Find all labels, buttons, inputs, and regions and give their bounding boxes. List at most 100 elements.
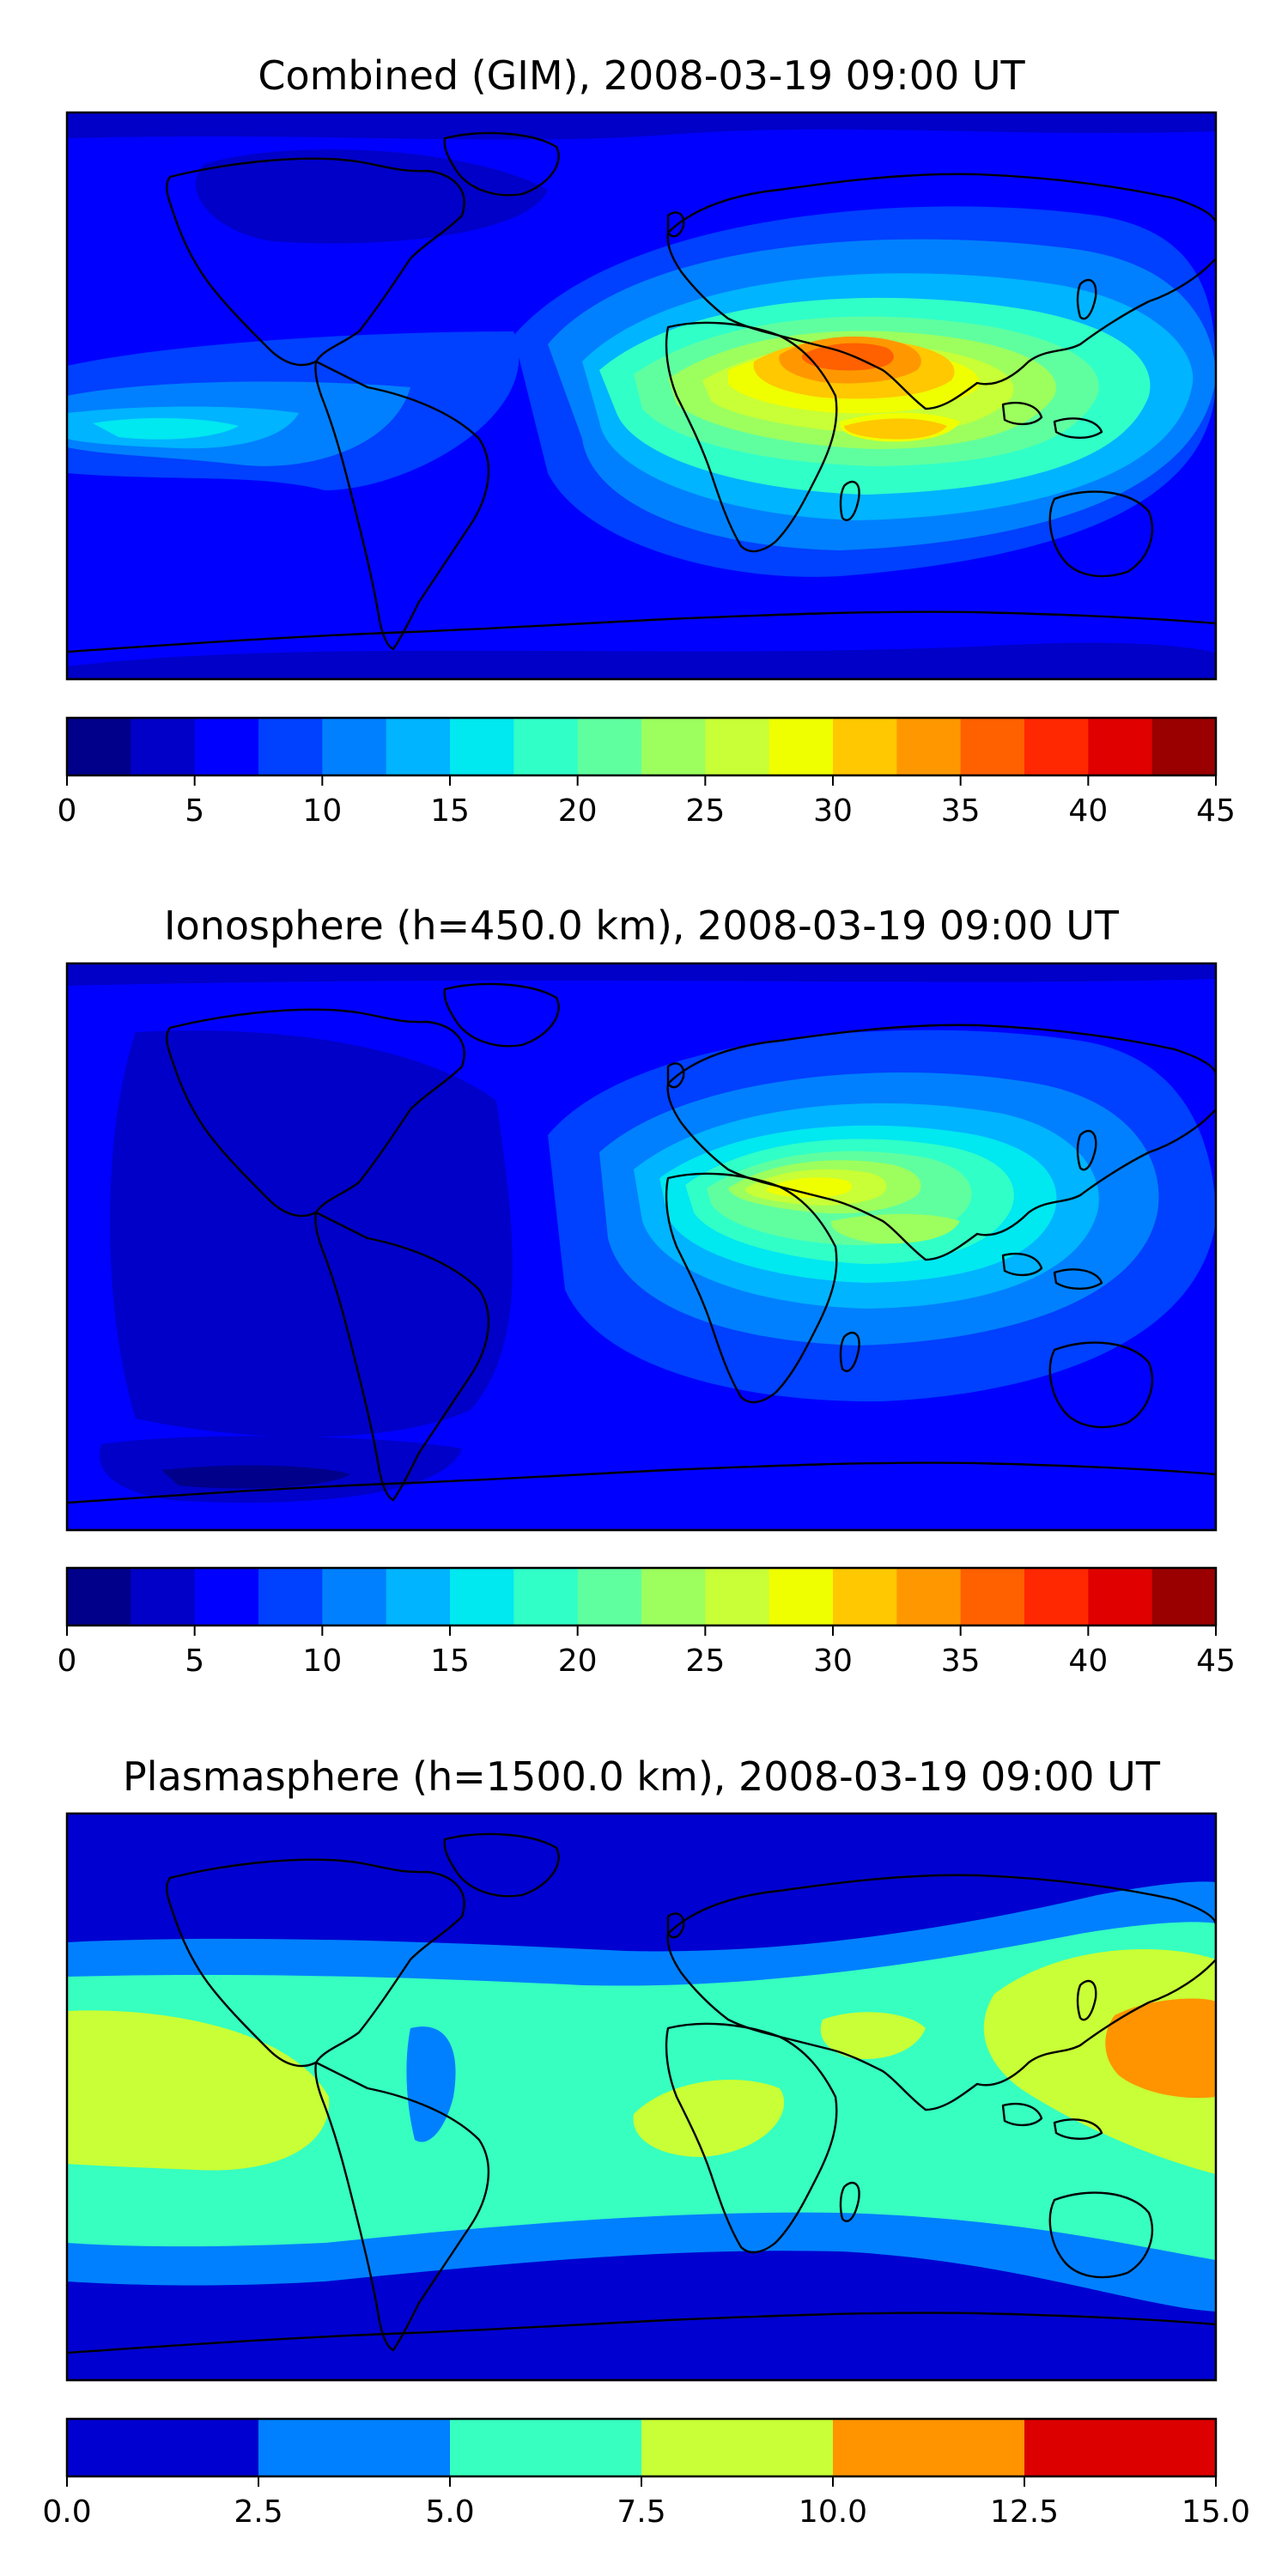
- colorbar-cell: [386, 718, 451, 775]
- colorbar-cell: [386, 1568, 451, 1625]
- coastline: [1076, 1979, 1097, 2021]
- colorbar-cell: [960, 718, 1025, 775]
- coastline: [1076, 278, 1097, 320]
- colorbar-cell: [67, 2419, 259, 2476]
- colorbar-cell: [450, 2419, 642, 2476]
- coastlines: [67, 982, 1216, 1530]
- colorbar-cell: [1151, 1568, 1217, 1625]
- colorbar-tick-label: 0.0: [42, 2494, 91, 2530]
- coastline: [67, 2312, 1216, 2380]
- colorbar-frame: [65, 716, 1218, 777]
- colorbar-tick-label: 30: [813, 793, 853, 829]
- colorbar-cell: [67, 1568, 131, 1625]
- coastline: [1001, 1252, 1043, 1277]
- colorbar-cell: [194, 718, 259, 775]
- coastlines: [67, 131, 1216, 679]
- colorbar-cell: [258, 1568, 323, 1625]
- colorbar-cell: [450, 718, 514, 775]
- coastline: [839, 480, 860, 521]
- colorbar-cell: [577, 718, 642, 775]
- colorbar: 0 5 10 15 20 25 30 35 40 45: [58, 1566, 1236, 1679]
- colorbar-tick-label: 35: [941, 793, 981, 829]
- colorbar-cell: [513, 718, 579, 775]
- coastline: [1001, 2102, 1043, 2127]
- colorbar-cell: [322, 1568, 387, 1625]
- colorbar-tick-label: 15: [430, 793, 470, 829]
- colorbar-tick-label: 5: [185, 793, 204, 829]
- colorbar-cell: [705, 1568, 770, 1625]
- coastline: [1001, 401, 1043, 426]
- colorbar-tick-label: 15: [430, 1643, 470, 1679]
- coastline: [314, 1211, 490, 1502]
- panel-plasmasphere: Plasmasphere (h=1500.0 km), 2008-03-19 0…: [42, 1753, 1250, 2530]
- chart-title: Ionosphere (h=450.0 km), 2008-03-19 09:0…: [164, 902, 1120, 949]
- colorbar-tick-label: 2.5: [234, 2494, 283, 2530]
- colorbar-cell: [960, 1568, 1025, 1625]
- coastline: [665, 1172, 838, 1404]
- colorbar-cell: [833, 718, 897, 775]
- coastline: [314, 2061, 490, 2352]
- colorbar-cell: [705, 718, 770, 775]
- colorbar-tick-label: 12.5: [990, 2494, 1059, 2530]
- coastline: [443, 131, 560, 197]
- coastline: [67, 1461, 1216, 1530]
- coastline: [1048, 2191, 1153, 2279]
- coastline: [839, 2181, 860, 2222]
- colorbar-tick-label: 20: [558, 1643, 598, 1679]
- coastline: [166, 157, 465, 367]
- colorbar-cell: [833, 1568, 897, 1625]
- colorbar-tick-label: 25: [685, 1643, 725, 1679]
- colorbar-cell: [258, 2419, 451, 2476]
- colorbar-tick-label: 40: [1068, 1643, 1108, 1679]
- map-field: [67, 963, 1216, 1530]
- colorbar-tick-label: 0: [58, 1643, 77, 1679]
- colorbar-cell: [896, 718, 962, 775]
- colorbar-tick-label: 45: [1196, 1643, 1236, 1679]
- colorbar-tick-label: 0: [58, 793, 77, 829]
- colorbar-cell: [1024, 1568, 1089, 1625]
- colorbar-cell: [131, 1568, 196, 1625]
- coastline: [443, 1832, 560, 1898]
- colorbar-cell: [513, 1568, 579, 1625]
- colorbar-cell: [896, 1568, 962, 1625]
- colorbar-cell: [641, 2419, 834, 2476]
- colorbar: 0.0 2.5 5.0 7.5 10.0 12.5 15.0: [42, 2417, 1250, 2530]
- colorbar-cell: [258, 718, 323, 775]
- coastline: [314, 360, 490, 651]
- colorbar-tick-label: 20: [558, 793, 598, 829]
- colorbar-tick-label: 15.0: [1182, 2494, 1250, 2530]
- colorbar-cell: [1024, 2419, 1217, 2476]
- colorbar-cell: [769, 718, 834, 775]
- chart-title: Combined (GIM), 2008-03-19 09:00 UT: [258, 52, 1025, 99]
- colorbar-cell: [1088, 718, 1153, 775]
- colorbar-cell: [641, 718, 706, 775]
- map-field: [67, 1814, 1216, 2380]
- coastline: [67, 611, 1216, 679]
- panel-ionosphere: Ionosphere (h=450.0 km), 2008-03-19 09:0…: [58, 902, 1236, 1679]
- colorbar-tick-label: 25: [685, 793, 725, 829]
- coastlines: [67, 1832, 1216, 2380]
- colorbar-cell: [1151, 718, 1217, 775]
- colorbar-tick-label: 45: [1196, 793, 1236, 829]
- coastline: [665, 2022, 838, 2254]
- coastline: [1048, 490, 1153, 578]
- colorbar: 0 5 10 15 20 25 30 35 40 45: [58, 716, 1236, 829]
- coastline: [166, 1008, 465, 1218]
- coastline: [166, 1858, 465, 2068]
- colorbar-tick-label: 35: [941, 1643, 981, 1679]
- coastline: [665, 321, 838, 553]
- colorbar-tick-label: 5.0: [425, 2494, 474, 2530]
- colorbar-tick-label: 5: [185, 1643, 204, 1679]
- colorbar-cell: [194, 1568, 259, 1625]
- colorbar-cell: [450, 1568, 514, 1625]
- coastline: [1053, 1268, 1103, 1290]
- colorbar-cell: [131, 718, 196, 775]
- colorbar-tick-label: 10.0: [799, 2494, 867, 2530]
- colorbar-cell: [833, 2419, 1025, 2476]
- coastline: [666, 1062, 685, 1089]
- colorbar-tick-label: 7.5: [617, 2494, 665, 2530]
- colorbar-cell: [1088, 1568, 1153, 1625]
- colorbar-tick-label: 30: [813, 1643, 853, 1679]
